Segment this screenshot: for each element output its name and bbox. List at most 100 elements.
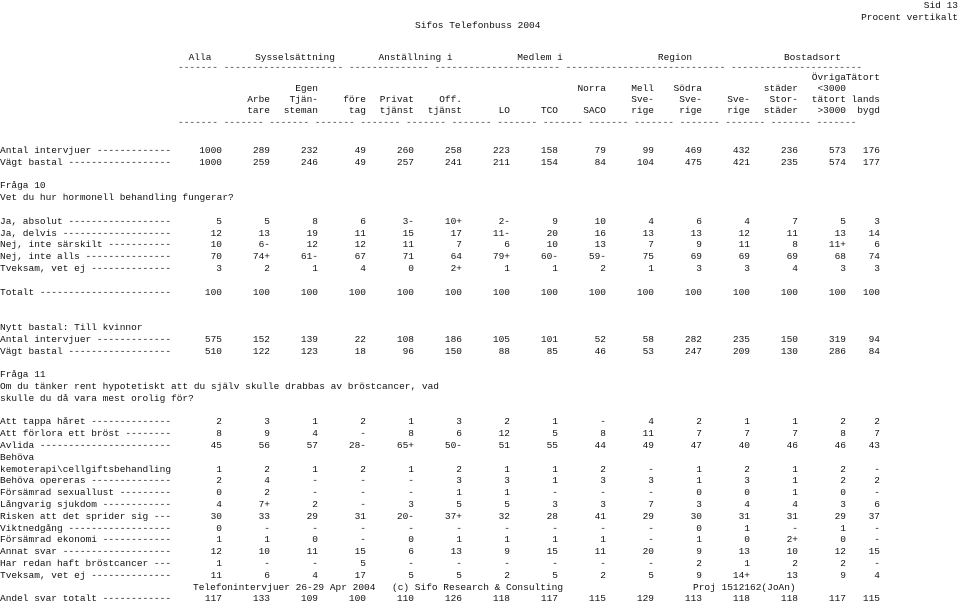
- header-cell: Tjän-: [289, 94, 318, 105]
- table-cell: 12: [834, 546, 846, 558]
- table-row: Viktnedgång ------------------ 0 - - - - - - - - -…: [0, 523, 960, 535]
- table-cell: 8: [408, 428, 414, 440]
- header-cell: före: [343, 94, 366, 105]
- table-cell: 59-: [588, 251, 606, 263]
- table-cell: 6: [874, 499, 880, 510]
- table-cell: 30: [690, 510, 702, 522]
- group-medlem: Medlem i: [517, 52, 563, 63]
- row-label: Nej, inte särskilt -----------: [0, 239, 172, 251]
- table-cell: 9: [552, 215, 558, 227]
- table-cell: 0: [408, 534, 414, 546]
- header-cell: Egen: [295, 83, 318, 94]
- table-cell: 7: [792, 215, 798, 227]
- header-cell: Stor-: [769, 94, 798, 105]
- table-cell: 55: [546, 440, 558, 451]
- table-cell: 4: [744, 215, 750, 227]
- table-cell: 100: [636, 286, 654, 298]
- table-row: Avlida ----------------------- 45 56 57 28- 6…: [0, 440, 960, 452]
- table-cell: 18: [354, 345, 366, 357]
- table-cell: 4: [264, 475, 270, 487]
- header-cell: >3000: [817, 105, 846, 116]
- table-cell: 286: [828, 345, 846, 357]
- table-cell: 2: [504, 416, 510, 428]
- table-cell: 475: [684, 156, 702, 168]
- table-cell: 3: [648, 475, 654, 487]
- table-cell: 10: [210, 239, 222, 251]
- table-cell: 130: [780, 345, 798, 357]
- table-cell: 11: [786, 227, 798, 239]
- header-cell: tag: [348, 105, 366, 116]
- footer-copyright: (c) Sifo Research & Consulting: [392, 582, 564, 593]
- table-cell: 232: [300, 145, 318, 156]
- table-cell: 10: [546, 239, 558, 251]
- table-cell: 235: [780, 156, 798, 168]
- table-cell: 4: [312, 428, 318, 440]
- table-cell: 2: [840, 463, 846, 475]
- table-cell: 3: [552, 499, 558, 510]
- table-row: Nej, inte alls --------------- 70 74+ 61- 67…: [0, 251, 960, 263]
- table-cell: 211: [492, 156, 510, 168]
- table-cell: 60-: [540, 251, 558, 263]
- table-row: Risken att det sprider sig --- 30 33 29 31 20…: [0, 511, 960, 523]
- table-cell: 69: [786, 251, 798, 263]
- table-cell: 3: [696, 499, 702, 510]
- table-cell: 133: [252, 593, 270, 605]
- footer-date: Telefonintervjuer 26-29 Apr 2004: [193, 582, 376, 593]
- row-label: Avlida -----------------------: [0, 440, 172, 451]
- table-cell: 2: [696, 558, 702, 569]
- table-cell: 2: [874, 475, 880, 487]
- table-cell: 11: [642, 428, 654, 440]
- table-cell: 115: [588, 593, 606, 605]
- text-line: Vet du hur hormonell behandling fungerar…: [0, 192, 960, 204]
- table-cell: 139: [300, 333, 318, 345]
- table-cell: 3: [744, 475, 750, 487]
- table-cell: 32: [498, 510, 510, 522]
- table-row: Behöva opereras -------------- 2 4 - - - 3 3 1 3 3…: [0, 475, 960, 487]
- table-cell: 69: [738, 251, 750, 263]
- table-cell: 15: [868, 546, 880, 558]
- table-cell: 17: [354, 569, 366, 581]
- header-cell: LO: [498, 105, 510, 116]
- table-cell: 108: [396, 333, 414, 345]
- table-cell: 2: [840, 475, 846, 487]
- table-cell: 74+: [252, 251, 270, 263]
- group-bostadsort: Bostadsort: [783, 52, 841, 63]
- row-label: Nej, inte alls ---------------: [0, 251, 172, 263]
- table-cell: 51: [498, 440, 510, 451]
- table-cell: 117: [540, 593, 558, 605]
- table-cell: 2: [600, 263, 606, 274]
- header-cell: <3000: [817, 83, 846, 94]
- table-cell: 5: [360, 558, 366, 569]
- text-line: [0, 275, 960, 287]
- text-line: [0, 298, 960, 310]
- table-cell: 49: [642, 440, 654, 451]
- table-row: Andel svar totalt ------------ 117 133 109 1…: [0, 593, 960, 605]
- row-label: Försämrad ekonomi ------------: [0, 534, 172, 546]
- table-cell: 186: [444, 333, 462, 345]
- table-cell: 5: [552, 428, 558, 440]
- table-cell: 2: [744, 463, 750, 475]
- table-cell: 7: [874, 428, 880, 440]
- table-cell: 282: [684, 333, 702, 345]
- table-cell: 11: [594, 546, 606, 558]
- row-label: Försämrad sexuallust ---------: [0, 487, 172, 499]
- table-cell: 100: [540, 286, 558, 298]
- page-number: Sid 13: [923, 0, 958, 11]
- table-cell: 2: [264, 463, 270, 475]
- table-cell: 100: [252, 286, 270, 298]
- table-cell: 1: [408, 416, 414, 428]
- table-cell: 5: [456, 569, 462, 581]
- table-cell: 3: [696, 263, 702, 274]
- table-cell: 31: [786, 510, 798, 522]
- table-cell: -: [360, 475, 366, 487]
- table-cell: 2: [216, 475, 222, 487]
- table-cell: 100: [588, 286, 606, 298]
- table-row: Försämrad ekonomi ------------ 1 1 0 - 0 1 1 1 1 -…: [0, 534, 960, 546]
- row-label: Behöva: [0, 451, 35, 463]
- table-cell: 150: [780, 333, 798, 345]
- table-cell: 0: [408, 263, 414, 274]
- table-cell: 6: [696, 215, 702, 227]
- table-cell: 3: [600, 499, 606, 510]
- table-cell: 20: [642, 546, 654, 558]
- table-cell: 0: [216, 487, 222, 499]
